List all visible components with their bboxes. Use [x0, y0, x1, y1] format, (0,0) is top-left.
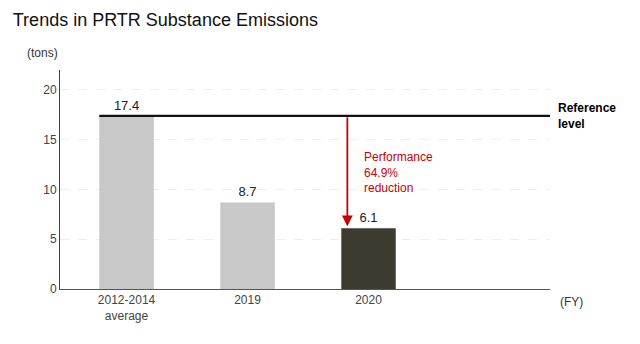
svg-text:6.1: 6.1	[359, 210, 377, 225]
svg-text:Performance64.9%reduction: Performance64.9%reduction	[364, 150, 433, 195]
svg-text:Referencelevel: Referencelevel	[558, 101, 616, 131]
svg-text:0: 0	[50, 282, 57, 296]
svg-text:2020: 2020	[355, 293, 382, 307]
svg-text:2012-2014average: 2012-2014average	[98, 293, 156, 323]
svg-text:20: 20	[43, 83, 57, 97]
svg-text:2019: 2019	[234, 293, 261, 307]
svg-text:10: 10	[43, 183, 57, 197]
svg-text:8.7: 8.7	[238, 184, 256, 199]
svg-text:15: 15	[43, 133, 57, 147]
svg-text:5: 5	[50, 232, 57, 246]
svg-text:17.4: 17.4	[114, 98, 139, 113]
svg-text:(tons): (tons)	[27, 46, 58, 60]
svg-text:Trends in PRTR Substance Emiss: Trends in PRTR Substance Emissions	[13, 10, 318, 30]
svg-text:(FY): (FY)	[560, 295, 583, 309]
